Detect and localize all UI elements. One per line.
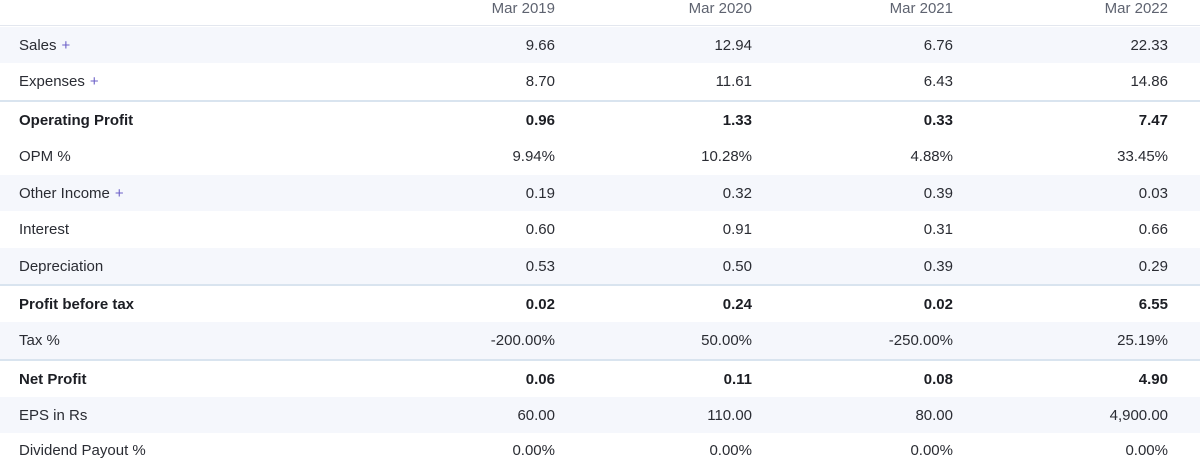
table-header: Mar 2019 Mar 2020 Mar 2021 Mar 2022 [0, 0, 1200, 26]
column-header: Mar 2022 [1104, 0, 1168, 17]
table-row-eps: EPS in Rs 60.00 110.00 80.00 4,900.00 [0, 397, 1200, 433]
cell-value: 0.02 [525, 295, 555, 313]
table-row-other-income[interactable]: Other Income + 0.19 0.32 0.39 0.03 [0, 175, 1200, 211]
column-header: Mar 2020 [688, 0, 752, 17]
table-row-depreciation: Depreciation 0.53 0.50 0.39 0.29 [0, 248, 1200, 284]
cell-value: 4.90 [1138, 370, 1168, 388]
cell-value: 0.11 [723, 370, 752, 388]
row-label: Depreciation [19, 257, 104, 275]
table-row-expenses[interactable]: Expenses + 8.70 11.61 6.43 14.86 [0, 63, 1200, 100]
expand-plus-button[interactable]: + [61, 36, 71, 54]
row-label: Dividend Payout % [19, 441, 146, 459]
cell-value: 0.39 [923, 184, 953, 202]
cell-value: 0.32 [722, 184, 752, 202]
cell-value: 0.03 [1138, 184, 1168, 202]
column-header: Mar 2019 [491, 0, 555, 17]
cell-value: 0.24 [722, 295, 752, 313]
cell-value: 6.55 [1138, 295, 1168, 313]
cell-value: 33.45% [1117, 148, 1168, 165]
cell-value: 8.70 [525, 73, 555, 90]
cell-value: 9.94% [512, 148, 555, 165]
cell-value: 0.00% [1125, 441, 1168, 459]
cell-value: 0.19 [525, 184, 555, 202]
cell-value: 0.53 [525, 257, 555, 275]
row-label: Sales [19, 36, 57, 54]
cell-value: 25.19% [1117, 332, 1168, 349]
cell-value: -200.00% [490, 332, 555, 349]
table-row-net-profit: Net Profit 0.06 0.11 0.08 4.90 [0, 359, 1200, 397]
row-label: Operating Profit [19, 111, 134, 129]
cell-value: 50.00% [701, 332, 752, 349]
expand-plus-button[interactable]: + [114, 184, 124, 202]
cell-value: 0.06 [525, 370, 555, 388]
cell-value: 0.00% [512, 441, 555, 459]
row-label: Tax % [19, 332, 60, 349]
row-label: Net Profit [19, 370, 87, 388]
cell-value: 0.00% [709, 441, 752, 459]
table-row-operating-profit: Operating Profit 0.96 1.33 0.33 7.47 [0, 100, 1200, 138]
column-header: Mar 2021 [889, 0, 953, 17]
cell-value: 110.00 [707, 406, 752, 424]
table-row-profit-before-tax: Profit before tax 0.02 0.24 0.02 6.55 [0, 284, 1200, 322]
expand-plus-button[interactable]: + [89, 73, 99, 90]
cell-value: 4.88% [910, 148, 953, 165]
cell-value: 0.39 [923, 257, 953, 275]
cell-value: 0.60 [525, 221, 555, 238]
cell-value: 0.50 [722, 257, 752, 275]
row-label: Profit before tax [19, 295, 135, 313]
table-row-interest: Interest 0.60 0.91 0.31 0.66 [0, 211, 1200, 248]
cell-value: 0.02 [923, 295, 953, 313]
cell-value: 0.00% [910, 441, 953, 459]
cell-value: 0.66 [1138, 221, 1168, 238]
cell-value: 0.96 [525, 111, 555, 129]
cell-value: 80.00 [915, 406, 953, 424]
cell-value: 0.29 [1138, 257, 1168, 275]
cell-value: 60.00 [517, 406, 555, 424]
table-row-opm: OPM % 9.94% 10.28% 4.88% 33.45% [0, 138, 1200, 175]
cell-value: 6.76 [923, 36, 953, 54]
cell-value: 7.47 [1138, 111, 1168, 129]
table-row-tax: Tax % -200.00% 50.00% -250.00% 25.19% [0, 322, 1200, 359]
row-label: Expenses [19, 73, 85, 90]
row-label: EPS in Rs [19, 406, 88, 424]
cell-value: 1.33 [722, 111, 752, 129]
cell-value: 22.33 [1130, 36, 1168, 54]
cell-value: 0.33 [923, 111, 953, 129]
row-label: Other Income [19, 184, 110, 202]
cell-value: 0.31 [923, 221, 953, 238]
cell-value: 0.08 [923, 370, 953, 388]
cell-value: 11.61 [715, 73, 752, 90]
table-row-dividend-payout: Dividend Payout % 0.00% 0.00% 0.00% 0.00… [0, 433, 1200, 467]
row-label: OPM % [19, 148, 71, 165]
cell-value: 6.43 [923, 73, 953, 90]
row-label: Interest [19, 221, 70, 238]
cell-value: -250.00% [888, 332, 953, 349]
cell-value: 0.91 [722, 221, 752, 238]
cell-value: 10.28% [701, 148, 752, 165]
cell-value: 12.94 [714, 36, 752, 54]
table-row-sales[interactable]: Sales + 9.66 12.94 6.76 22.33 [0, 27, 1200, 63]
cell-value: 9.66 [525, 36, 555, 54]
cell-value: 4,900.00 [1109, 406, 1168, 424]
cell-value: 14.86 [1130, 73, 1168, 90]
